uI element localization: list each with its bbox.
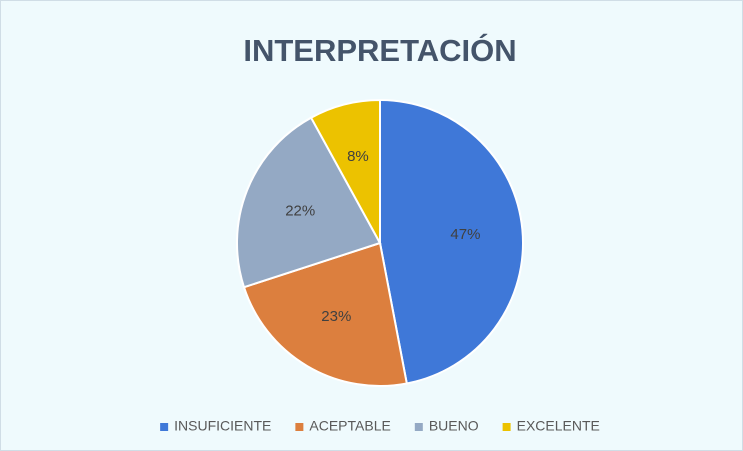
chart-title: INTERPRETACIÓN: [243, 32, 516, 68]
legend-swatch: [502, 423, 511, 431]
pie-slice: [242, 241, 408, 387]
data-label: 8%: [347, 148, 369, 165]
legend-label: INSUFICIENTE: [174, 418, 271, 434]
legend-label: EXCELENTE: [517, 418, 600, 434]
legend-swatch: [414, 423, 423, 431]
legend-swatch: [160, 423, 169, 431]
data-label: 22%: [285, 202, 315, 219]
pie-slice: [379, 98, 524, 385]
data-label: 23%: [321, 308, 351, 325]
data-label: 47%: [450, 226, 480, 243]
pie-slice: [236, 116, 382, 289]
legend-label: ACEPTABLE: [309, 418, 390, 434]
legend-swatch: [295, 423, 304, 431]
legend-label: BUENO: [429, 418, 479, 434]
pie-slice: [309, 98, 381, 244]
